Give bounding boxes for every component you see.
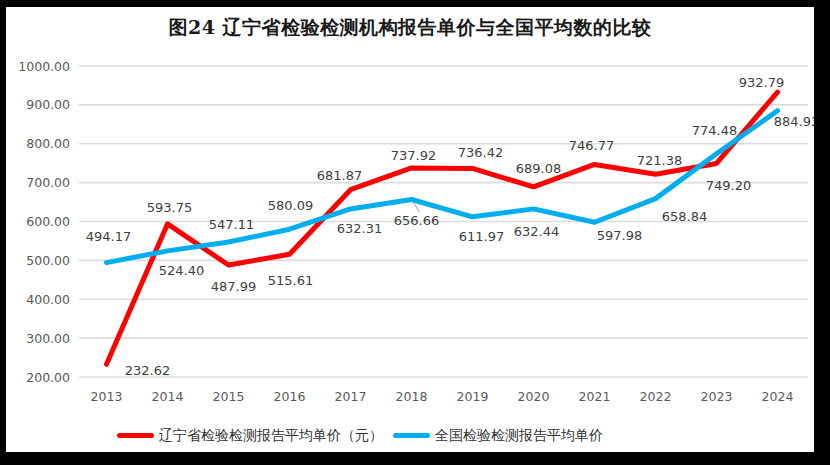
data-label-liaoning-2021: 746.77 bbox=[569, 138, 615, 153]
data-label-national-2017: 632.31 bbox=[337, 221, 383, 236]
x-axis-tick-label: 2018 bbox=[396, 389, 428, 404]
legend-item-liaoning: 辽宁省检验检测报告平均单价（元） bbox=[117, 426, 383, 444]
data-label-liaoning-2020: 689.08 bbox=[516, 161, 562, 176]
x-axis-tick-label: 2021 bbox=[579, 389, 611, 404]
y-axis-tick-label: 500.00 bbox=[26, 253, 70, 268]
data-label-national-2019: 611.97 bbox=[459, 229, 505, 244]
data-label-national-2023: 774.48 bbox=[692, 123, 738, 138]
y-axis-tick-label: 800.00 bbox=[26, 136, 70, 151]
data-label-national-2021: 597.98 bbox=[597, 228, 643, 243]
data-label-liaoning-2015: 487.99 bbox=[211, 279, 257, 294]
y-axis-tick-label: 600.00 bbox=[26, 214, 70, 229]
y-axis-tick-label: 900.00 bbox=[26, 97, 70, 112]
x-axis-tick-label: 2013 bbox=[91, 389, 123, 404]
x-axis-tick-label: 2019 bbox=[457, 389, 489, 404]
series-line-national bbox=[107, 111, 778, 263]
x-axis-tick-label: 2022 bbox=[640, 389, 672, 404]
data-label-national-2020: 632.44 bbox=[514, 224, 560, 239]
legend-line-swatch-liaoning bbox=[117, 433, 154, 438]
data-label-national-2018: 656.66 bbox=[394, 213, 440, 228]
data-label-liaoning-2018: 737.92 bbox=[391, 148, 437, 163]
data-label-liaoning-2022: 721.38 bbox=[637, 153, 683, 168]
data-label-liaoning-2016: 515.61 bbox=[268, 273, 314, 288]
y-axis-tick-label: 400.00 bbox=[26, 292, 70, 307]
legend-line-swatch-national bbox=[393, 433, 430, 438]
y-axis-tick-label: 300.00 bbox=[26, 331, 70, 346]
x-axis-tick-label: 2020 bbox=[518, 389, 550, 404]
data-label-national-2024: 884.93 bbox=[774, 114, 814, 129]
x-axis-tick-label: 2014 bbox=[152, 389, 184, 404]
data-label-national-2014: 524.40 bbox=[159, 263, 205, 278]
data-label-national-2022: 658.84 bbox=[662, 209, 708, 224]
x-axis-tick-label: 2017 bbox=[335, 389, 367, 404]
data-label-national-2013: 494.17 bbox=[86, 229, 132, 244]
legend-label-national: 全国检验检测报告平均单价 bbox=[435, 426, 603, 444]
line-chart-plot: 200.00 300.00 400.00 500.00 600.00 700.00 800.… bbox=[6, 7, 814, 452]
chart-frame: 图24 辽宁省检验检测机构报告单价与全国平均数的比较 200.00300.004… bbox=[0, 0, 830, 465]
series-line-liaoning bbox=[107, 92, 778, 364]
data-label-national-2016: 580.09 bbox=[268, 198, 314, 213]
data-label-national-2015: 547.11 bbox=[209, 217, 255, 232]
data-label-liaoning-2023: 749.20 bbox=[706, 178, 752, 193]
data-label-liaoning-2017: 681.87 bbox=[317, 168, 363, 183]
x-axis-tick-label: 2016 bbox=[274, 389, 306, 404]
chart-canvas: 图24 辽宁省检验检测机构报告单价与全国平均数的比较 200.00300.004… bbox=[6, 7, 814, 452]
data-label-liaoning-2024: 932.79 bbox=[739, 75, 785, 90]
chart-legend: 辽宁省检验检测报告平均单价（元） 全国检验检测报告平均单价 bbox=[117, 426, 603, 444]
data-label-liaoning-2014: 593.75 bbox=[147, 200, 193, 215]
y-axis-tick-label: 700.00 bbox=[26, 175, 70, 190]
x-axis-tick-label: 2015 bbox=[213, 389, 245, 404]
legend-item-national: 全国检验检测报告平均单价 bbox=[393, 426, 603, 444]
data-label-liaoning-2013: 232.62 bbox=[125, 363, 171, 378]
x-axis-tick-label: 2023 bbox=[701, 389, 733, 404]
y-axis-tick-label: 200.00 bbox=[26, 370, 70, 385]
x-axis-tick-label: 2024 bbox=[762, 389, 794, 404]
y-axis-tick-label: 1000.00 bbox=[18, 59, 70, 74]
legend-label-liaoning: 辽宁省检验检测报告平均单价（元） bbox=[159, 426, 383, 444]
data-label-liaoning-2019: 736.42 bbox=[458, 145, 504, 160]
